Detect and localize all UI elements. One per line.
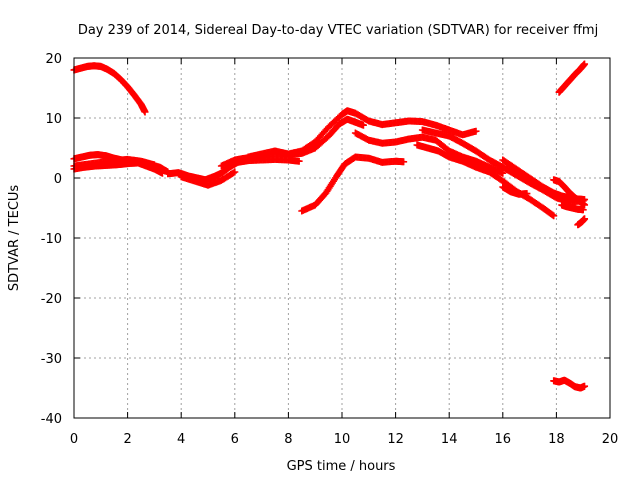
y-tick-label: 20 bbox=[45, 52, 62, 67]
y-tick-label: 10 bbox=[45, 112, 62, 127]
y-axis-ticks: 20 10 0 -10 -20 -30 -40 bbox=[41, 52, 610, 427]
series-trace-10 bbox=[298, 153, 408, 215]
x-tick-label: 14 bbox=[441, 432, 458, 447]
data-point bbox=[231, 168, 239, 176]
series-trace-11 bbox=[351, 129, 507, 177]
data-point bbox=[141, 108, 149, 116]
data-point bbox=[523, 190, 531, 198]
x-tick-label: 10 bbox=[334, 432, 351, 447]
data-point bbox=[550, 212, 558, 220]
x-axis-label: GPS time / hours bbox=[287, 459, 396, 474]
plot-series bbox=[70, 60, 589, 392]
x-tick-label: 2 bbox=[123, 432, 131, 447]
plot-frame bbox=[73, 57, 611, 419]
data-point bbox=[579, 206, 587, 214]
data-point bbox=[359, 121, 367, 129]
data-point bbox=[295, 157, 303, 165]
x-tick-label: 20 bbox=[602, 432, 619, 447]
series-trace-9 bbox=[244, 107, 480, 161]
data-point bbox=[581, 60, 589, 68]
data-point bbox=[499, 169, 507, 177]
series-trace-16 bbox=[550, 176, 589, 209]
data-point bbox=[581, 215, 589, 223]
x-tick-label: 12 bbox=[387, 432, 404, 447]
series-trace-19 bbox=[550, 376, 589, 392]
series-trace-17 bbox=[558, 201, 587, 214]
y-tick-label: 0 bbox=[54, 172, 62, 187]
x-tick-label: 8 bbox=[284, 432, 292, 447]
x-tick-label: 18 bbox=[548, 432, 565, 447]
data-point bbox=[150, 161, 158, 169]
y-tick-label: -30 bbox=[41, 352, 62, 367]
x-tick-label: 4 bbox=[177, 432, 185, 447]
chart-title: Day 239 of 2014, Sidereal Day-to-day VTE… bbox=[78, 23, 598, 38]
series-trace-2 bbox=[555, 60, 589, 96]
data-point bbox=[472, 127, 480, 135]
y-tick-label: -10 bbox=[41, 232, 62, 247]
series-trace-7 bbox=[177, 168, 239, 189]
y-axis-label: SDTVAR / TECUs bbox=[7, 185, 22, 292]
series-trace-12 bbox=[413, 141, 558, 220]
x-tick-label: 16 bbox=[495, 432, 512, 447]
series-trace-15 bbox=[499, 183, 531, 198]
series-trace-1 bbox=[70, 62, 149, 116]
data-point bbox=[229, 169, 237, 177]
data-point bbox=[581, 382, 589, 390]
data-point bbox=[581, 201, 589, 209]
y-tick-label: -20 bbox=[41, 292, 62, 307]
x-tick-label: 6 bbox=[231, 432, 239, 447]
data-point bbox=[400, 158, 408, 166]
series-trace-18 bbox=[574, 215, 589, 229]
x-tick-label: 0 bbox=[70, 432, 78, 447]
y-tick-label: -40 bbox=[41, 412, 62, 427]
